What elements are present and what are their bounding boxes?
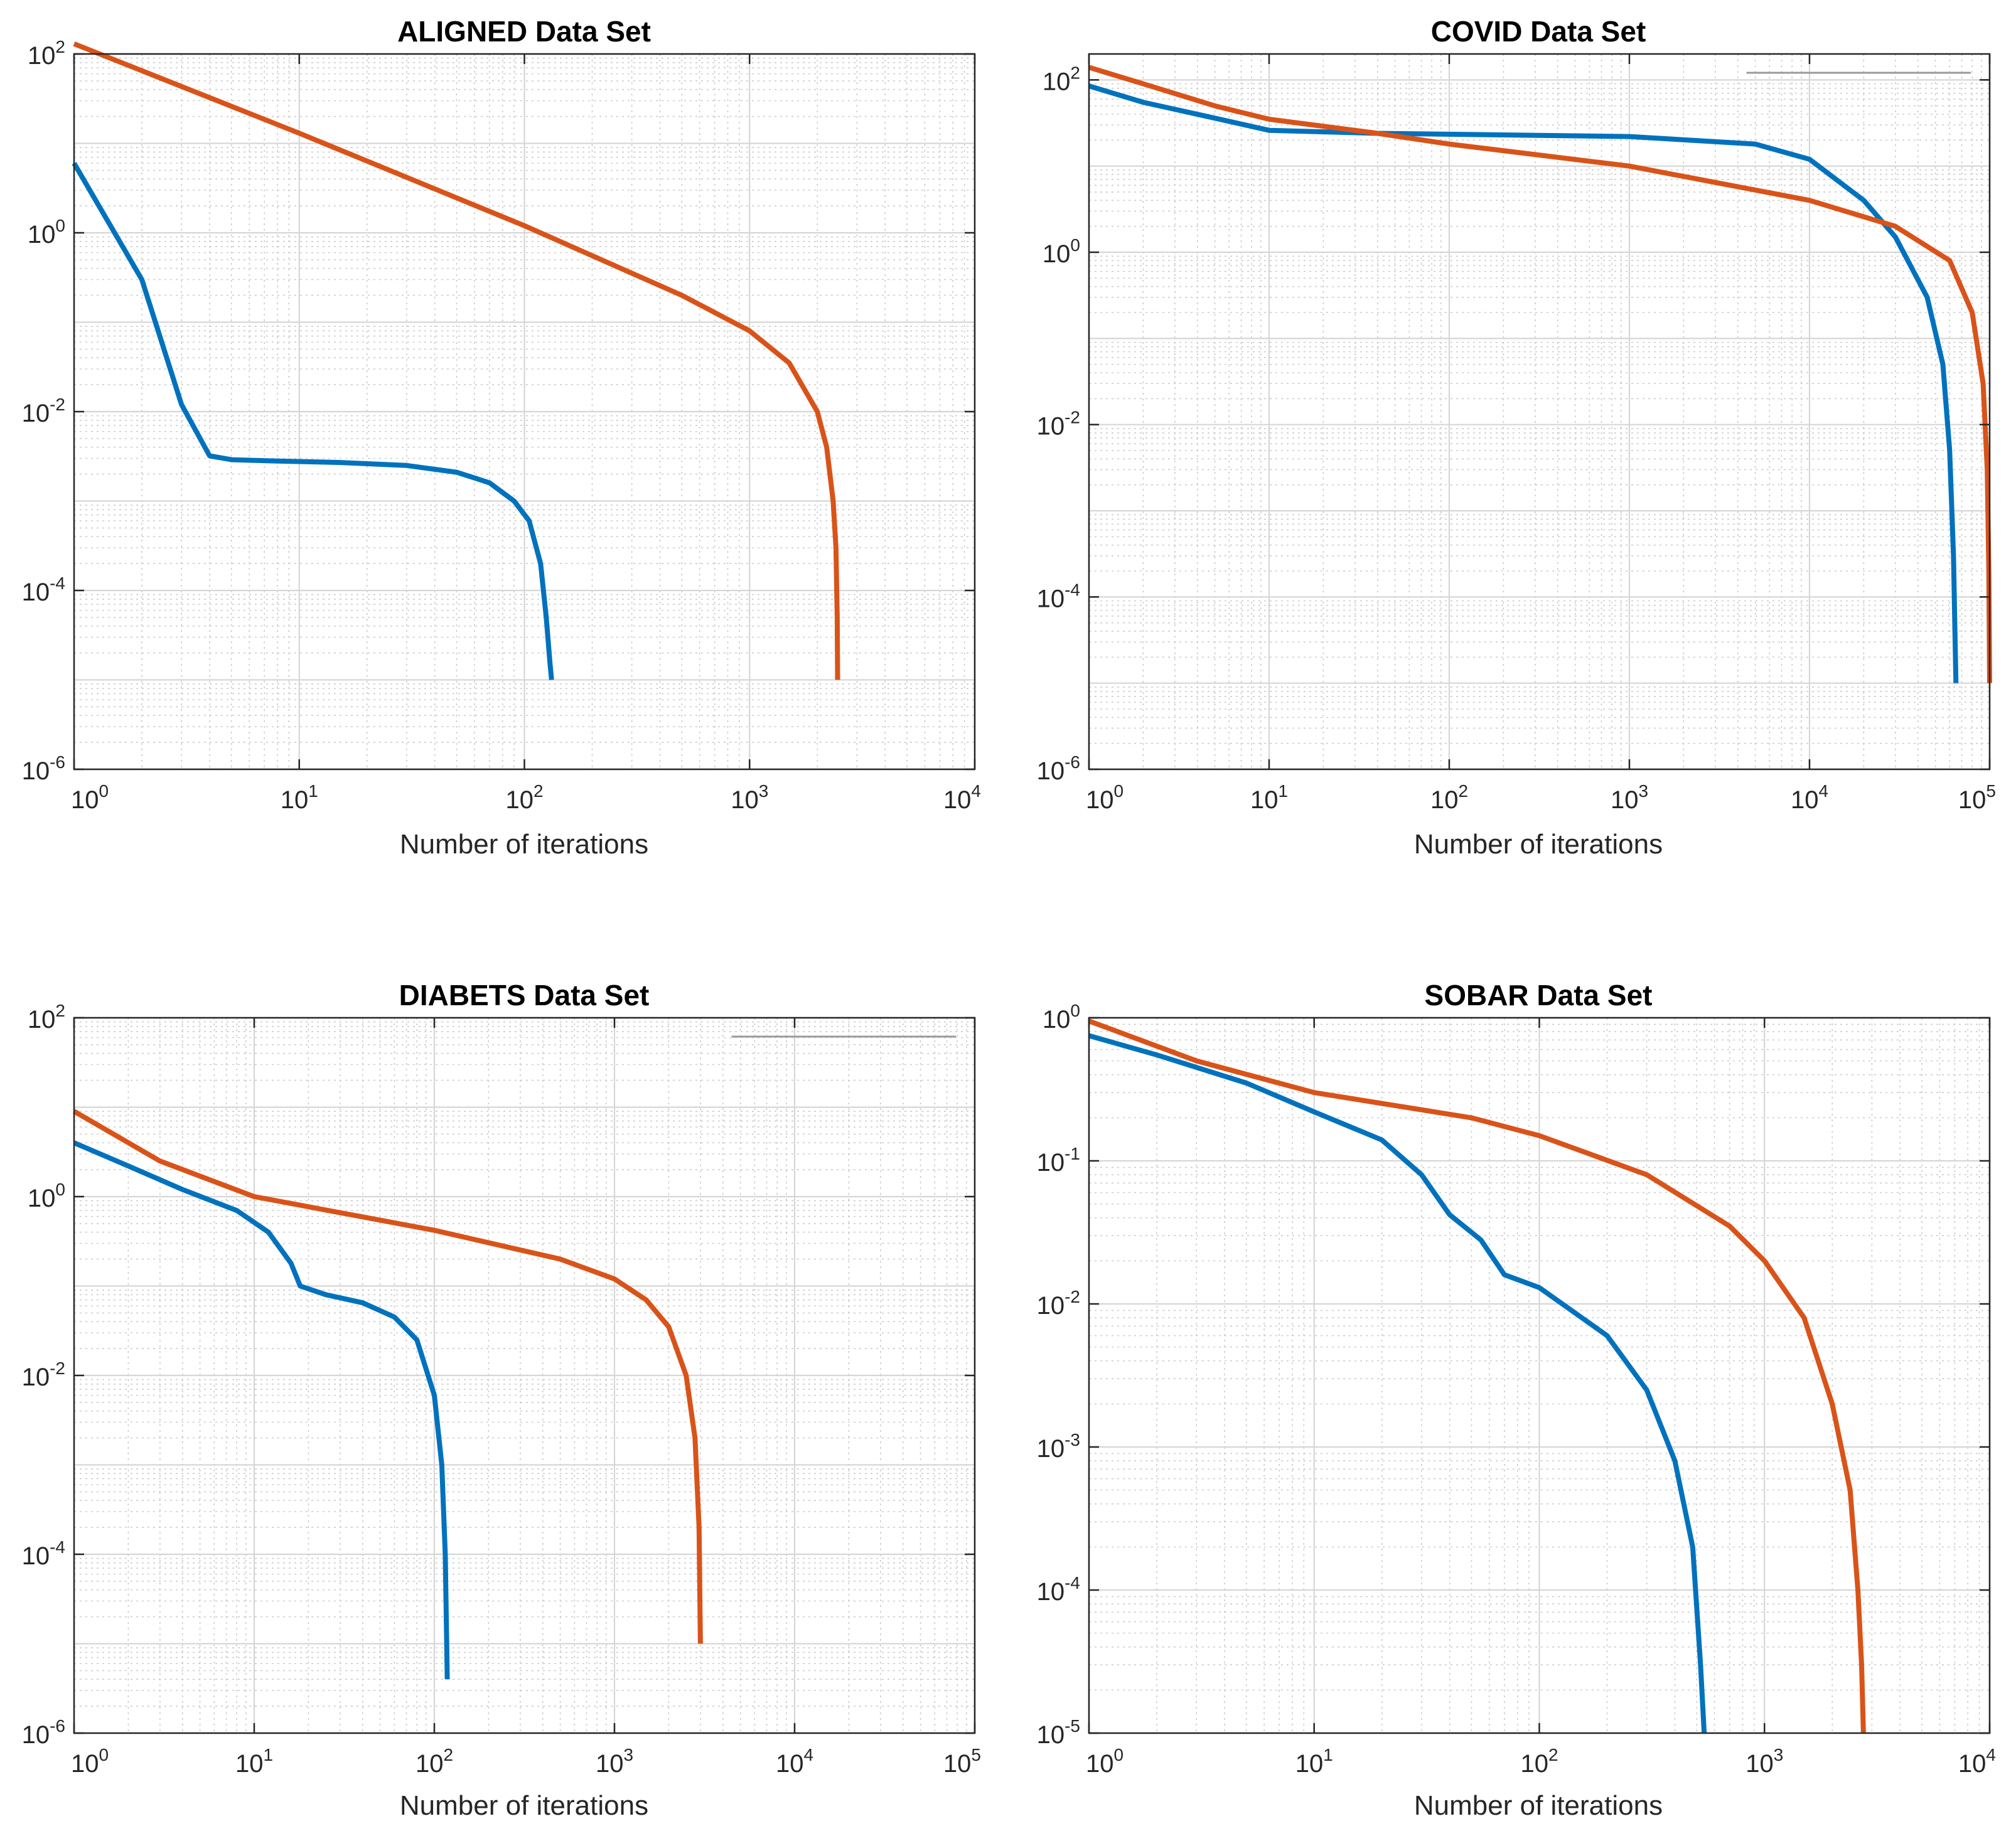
chart-diabets: DIABETS Data Set Number of iterations 10… [22, 979, 981, 1821]
y-tick-label: 10-2 [22, 395, 65, 427]
y-tick-label: 10-6 [22, 752, 65, 785]
x-tick-label: 101 [1250, 781, 1288, 814]
y-tick-label: 102 [28, 37, 65, 70]
y-tick-label: 10-4 [22, 574, 65, 606]
x-tick-label: 103 [596, 1745, 633, 1778]
series-line-2 [1088, 1018, 1866, 1734]
x-axis-label: Number of iterations [1414, 1790, 1663, 1821]
x-axis-label: Number of iterations [400, 829, 648, 860]
x-tick-label: 101 [235, 1745, 273, 1778]
x-axis-label: Number of iterations [1414, 829, 1663, 860]
x-tick-label: 104 [776, 1745, 813, 1778]
y-tick-label: 10-3 [1037, 1430, 1080, 1463]
x-tick-label: 100 [71, 781, 109, 814]
x-tick-label: 102 [1520, 1745, 1558, 1778]
x-tick-label: 101 [281, 781, 318, 814]
series-line-2 [1088, 65, 1992, 683]
grid [73, 53, 976, 771]
x-tick-label: 104 [1791, 781, 1828, 814]
chart-title: COVID Data Set [1431, 15, 1646, 48]
x-tick-label: 102 [1430, 781, 1468, 814]
grid [1088, 53, 1991, 771]
chart-title: DIABETS Data Set [399, 979, 650, 1012]
x-tick-label: 102 [505, 781, 543, 814]
series-line-1 [1088, 83, 1959, 683]
x-tick-label: 103 [1745, 1745, 1783, 1778]
x-tick-label: 100 [1086, 781, 1123, 814]
y-tick-label: 10-1 [1037, 1144, 1080, 1177]
y-tick-label: 10-4 [1037, 580, 1080, 612]
y-tick-label: 102 [1043, 63, 1080, 95]
y-tick-label: 10-5 [1037, 1716, 1080, 1749]
axes-box [1088, 53, 1991, 771]
x-tick-label: 103 [731, 781, 768, 814]
grid [1088, 1017, 1991, 1734]
x-tick-label: 102 [416, 1745, 453, 1778]
y-tick-label: 10-2 [22, 1359, 65, 1391]
y-tick-label: 10-4 [22, 1537, 65, 1570]
x-tick-label: 103 [1611, 781, 1648, 814]
y-tick-label: 10-6 [1037, 752, 1080, 785]
series-line-1 [1088, 1033, 1707, 1734]
x-tick-label: 100 [1086, 1745, 1123, 1778]
x-tick-label: 104 [943, 781, 981, 814]
series-line-1 [73, 1140, 450, 1680]
chart-sobar: SOBAR Data Set Number of iterations 100 1… [1037, 979, 1996, 1821]
x-tick-label: 101 [1295, 1745, 1333, 1778]
y-tick-label: 100 [1043, 235, 1080, 268]
chart-title: SOBAR Data Set [1425, 979, 1653, 1012]
x-tick-label: 105 [943, 1745, 981, 1778]
x-tick-label: 100 [71, 1745, 109, 1778]
y-tick-label: 100 [1043, 1001, 1080, 1033]
y-tick-label: 10-2 [1037, 408, 1080, 440]
chart-aligned: ALIGNED Data Set Number of iterations 10… [22, 15, 981, 860]
series-line-1 [72, 162, 554, 680]
y-tick-label: 10-6 [22, 1716, 65, 1749]
x-axis-label: Number of iterations [400, 1790, 648, 1821]
y-tick-label: 100 [28, 1180, 65, 1212]
y-tick-label: 102 [28, 1001, 65, 1033]
series-line-2 [72, 1109, 703, 1644]
series-line-2 [73, 41, 840, 680]
chart-covid: COVID Data Set Number of iterations 100 1… [1037, 15, 1996, 860]
x-tick-label: 104 [1958, 1745, 1996, 1778]
y-tick-label: 10-2 [1037, 1287, 1080, 1320]
y-tick-label: 10-4 [1037, 1573, 1080, 1606]
chart-title: ALIGNED Data Set [397, 15, 651, 48]
y-tick-label: 100 [28, 216, 65, 248]
x-tick-label: 105 [1958, 781, 1996, 814]
